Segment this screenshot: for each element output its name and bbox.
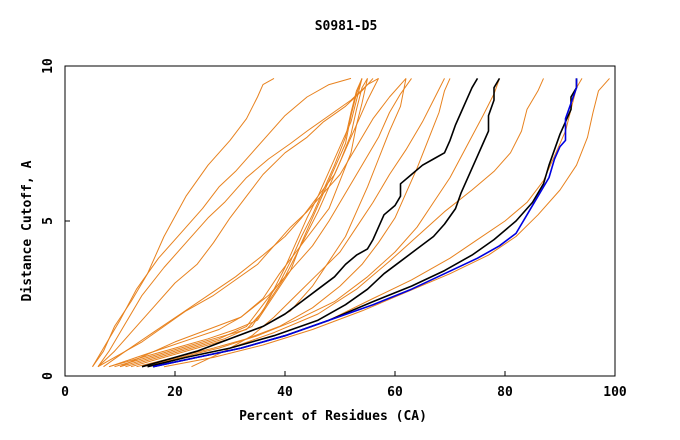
x-tick-label: 80 [497,385,513,400]
x-axis: 0 20 40 60 80 100 [61,371,627,400]
series-line-model-14 [136,78,451,368]
x-tick-label: 60 [387,385,403,400]
series-line-black-1 [141,77,479,368]
plot-frame [64,65,616,377]
series-line-model-17 [152,78,583,368]
series-line-blue [152,78,578,368]
y-axis-label: Distance Cutoff, A [20,160,35,301]
series-line-model-15 [141,78,500,368]
series-line-model-08 [108,78,363,368]
y-tick-label: 0 [41,372,56,380]
series-line-model-01 [92,77,275,367]
x-tick-label: 100 [603,385,627,400]
x-tick-label: 40 [277,385,293,400]
series-line-model-19 [191,78,445,368]
series-line-model-06 [103,78,379,368]
y-tick-label: 5 [41,217,56,225]
series-line-model-12 [119,78,412,368]
series-line-model-13 [130,78,407,368]
y-axis: 0 5 10 [41,58,70,380]
series-line-model-10 [119,78,363,368]
series-line-model-16 [141,78,544,368]
series-line-model-18 [163,78,610,368]
x-tick-label: 20 [167,385,183,400]
series-line-model-04 [97,78,374,368]
series-line-model-03 [97,77,379,367]
series-line-black-2 [147,77,501,368]
series-line-model-09 [114,78,363,368]
plot-lines [92,77,610,368]
x-tick-label: 0 [61,385,69,400]
series-line-model-02 [92,77,352,367]
series-line-black-3 [152,78,578,368]
series-line-model-07 [108,78,368,368]
x-axis-label: Percent of Residues (CA) [239,409,427,424]
chart-title: S0981-D5 [315,19,378,34]
series-line-model-11 [125,78,368,368]
y-tick-label: 10 [41,58,56,74]
